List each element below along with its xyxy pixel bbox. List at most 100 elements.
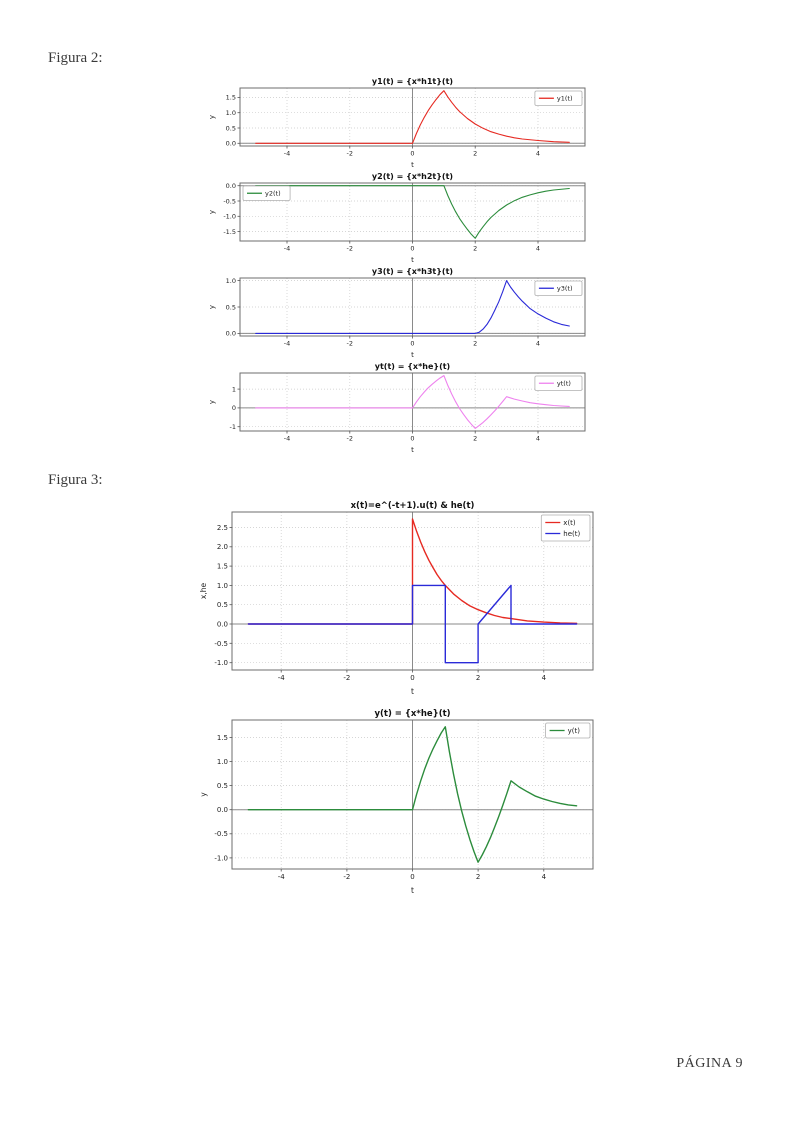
chart-svg: -4 -2 0 2 4 0.0 0.5 1.0 1.5 y1(t) = {x*h1t}(t) t y y… <box>208 77 586 169</box>
x-tick-label: -4 <box>284 245 290 253</box>
x-tick-label: 2 <box>473 340 477 348</box>
x-tick-label: -4 <box>284 150 290 158</box>
x-tick-label: -2 <box>347 340 353 348</box>
y-axis-label: y <box>208 305 216 309</box>
y-axis-label: y <box>208 400 216 404</box>
chart-legend: y2(t) <box>242 185 291 201</box>
x-tick-label: 2 <box>473 150 477 158</box>
x-tick-label: -2 <box>347 150 353 158</box>
x-tick-label: 2 <box>473 435 477 443</box>
legend-label: y1(t) <box>557 95 573 103</box>
x-axis-label: t <box>411 256 414 264</box>
x-tick-label: -2 <box>347 245 353 253</box>
x-tick-label: 0 <box>410 674 414 682</box>
y-tick-label: 0.0 <box>226 182 236 190</box>
y-tick-label: -0.5 <box>214 640 228 648</box>
x-axis-label: t <box>411 446 414 454</box>
x-axis-label: t <box>411 161 414 169</box>
chart-y-result: -4 -2 0 2 4 1.5 1.0 0.5 0.0 -0.5 -1.0 y(t) = {x*he}… <box>196 707 601 897</box>
y-tick-label: 1 <box>232 385 236 393</box>
y-axis-label: y <box>208 115 216 119</box>
y-tick-label: 1.0 <box>217 758 228 766</box>
y-axis-label: x,he <box>199 583 208 600</box>
y-tick-label: -0.5 <box>214 830 228 838</box>
y-tick-label: -1.0 <box>214 854 228 862</box>
y-tick-label: 0.5 <box>217 601 228 609</box>
chart-x-and-he: -4 -2 0 2 4 2.5 2.0 1.5 1.0 0.5 0.0 -0.5 -1.0 x(t)=e^… <box>196 499 601 698</box>
x-axis-label: t <box>411 351 414 359</box>
legend-label: y(t) <box>568 727 581 735</box>
chart-svg: -4 -2 0 2 4 -1 0 1 yt(t) = {x*he}(t) t y yt(t) <box>208 362 586 454</box>
chart-yt-convolution: -4 -2 0 2 4 -1 0 1 yt(t) = {x*he}(t) t y yt(t) <box>204 360 594 456</box>
chart-legend: y3(t) <box>534 280 583 296</box>
series-line-0 <box>255 185 570 239</box>
x-tick-label: -2 <box>347 435 353 443</box>
y-tick-label: 0.0 <box>217 806 228 814</box>
x-tick-label: 0 <box>410 245 414 253</box>
y-tick-label: 0.5 <box>226 303 236 311</box>
y-tick-label: 0 <box>232 404 236 412</box>
chart-title: y3(t) = {x*h3t}(t) <box>372 267 453 276</box>
chart-y3-convolution: -4 -2 0 2 4 0.0 0.5 1.0 y3(t) = {x*h3t}(t) t y y3(t… <box>204 265 594 361</box>
y-axis-label: y <box>208 210 216 214</box>
x-tick-label: 2 <box>476 674 480 682</box>
x-tick-label: -4 <box>284 340 290 348</box>
x-axis-label: t <box>411 886 414 895</box>
series-line-1 <box>247 584 578 664</box>
chart-legend: y(t) <box>545 722 591 739</box>
series-line-0 <box>247 518 578 625</box>
chart-y1-convolution: -4 -2 0 2 4 0.0 0.5 1.0 1.5 y1(t) = {x*h1t}(t) t y y… <box>204 75 594 171</box>
chart-title: x(t)=e^(-t+1).u(t) & he(t) <box>351 501 475 511</box>
x-tick-label: 4 <box>542 674 547 682</box>
page-number: PÁGINA 9 <box>676 1056 743 1071</box>
x-tick-label: 4 <box>536 150 540 158</box>
legend-label: y2(t) <box>265 190 281 198</box>
y-tick-label: -1.0 <box>214 659 228 667</box>
y-tick-label: -0.5 <box>223 197 236 205</box>
y-tick-label: 1.0 <box>226 109 236 117</box>
chart-title: y(t) = {x*he}(t) <box>374 709 450 719</box>
chart-svg: -4 -2 0 2 4 1.5 1.0 0.5 0.0 -0.5 -1.0 y(t) = {x*he}… <box>199 709 594 895</box>
legend-label: x(t) <box>563 519 576 527</box>
y-tick-label: 1.5 <box>217 734 228 742</box>
series-line-0 <box>255 280 570 334</box>
x-tick-label: 4 <box>536 340 540 348</box>
x-tick-label: 4 <box>536 245 540 253</box>
series-line-0 <box>247 726 578 863</box>
y-tick-label: -1.5 <box>223 228 236 236</box>
y-tick-label: 0.0 <box>226 140 236 148</box>
chart-svg: -4 -2 0 2 4 0.0 -0.5 -1.0 -1.5 y2(t) = {x*h2t}(t)… <box>208 172 586 264</box>
figura-2-label: Figura 2: <box>48 50 103 66</box>
chart-legend: y1(t) <box>534 90 583 106</box>
x-tick-label: -2 <box>343 674 350 682</box>
y-axis-label: y <box>199 792 208 797</box>
x-tick-label: 0 <box>410 435 414 443</box>
x-tick-label: -4 <box>284 435 290 443</box>
chart-title: y2(t) = {x*h2t}(t) <box>372 172 453 181</box>
y-tick-label: 0.0 <box>226 330 236 338</box>
chart-svg: -4 -2 0 2 4 2.5 2.0 1.5 1.0 0.5 0.0 -0.5 -1.0 x(t)=e^… <box>199 501 594 696</box>
y-tick-label: 2.0 <box>217 543 228 551</box>
y-tick-label: -1 <box>230 423 236 431</box>
chart-svg: -4 -2 0 2 4 0.0 0.5 1.0 y3(t) = {x*h3t}(t) t y y3(t… <box>208 267 586 359</box>
x-tick-label: -4 <box>278 873 286 881</box>
y-tick-label: 0.5 <box>217 782 228 790</box>
chart-y2-convolution: -4 -2 0 2 4 0.0 -0.5 -1.0 -1.5 y2(t) = {x*h2t}(t)… <box>204 170 594 266</box>
y-tick-label: 0.5 <box>226 124 236 132</box>
chart-title: y1(t) = {x*h1t}(t) <box>372 77 453 86</box>
x-tick-label: 4 <box>542 873 547 881</box>
legend-label: he(t) <box>563 530 580 538</box>
series-line-0 <box>255 90 570 144</box>
x-tick-label: 0 <box>410 873 414 881</box>
y-tick-label: 1.5 <box>217 563 228 571</box>
x-tick-label: -4 <box>278 674 286 682</box>
x-tick-label: 2 <box>476 873 480 881</box>
chart-title: yt(t) = {x*he}(t) <box>375 362 450 371</box>
series-line-0 <box>255 375 570 429</box>
chart-legend: x(t) he(t) <box>540 514 591 542</box>
legend-label: yt(t) <box>557 380 571 388</box>
legend-label: y3(t) <box>557 285 573 293</box>
x-tick-label: 0 <box>410 340 414 348</box>
figura-3-label: Figura 3: <box>48 472 103 488</box>
